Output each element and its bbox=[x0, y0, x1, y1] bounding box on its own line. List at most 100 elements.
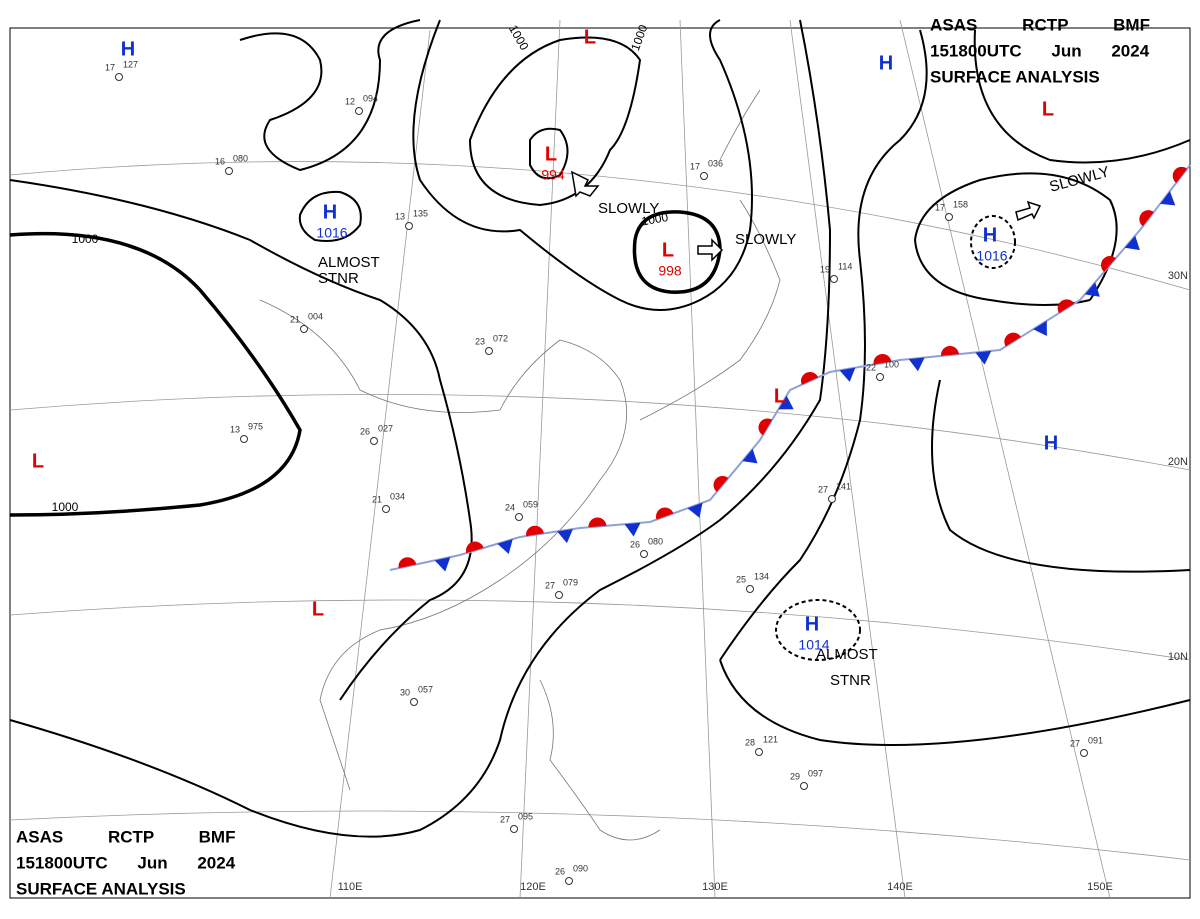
latitude-label: 20N bbox=[1168, 456, 1188, 468]
station-pressure: 975 bbox=[248, 421, 263, 431]
cold-front-barb bbox=[1084, 282, 1100, 297]
annotation: STNR bbox=[830, 672, 871, 689]
station-marker bbox=[115, 73, 123, 81]
station-temp: 21 bbox=[372, 494, 382, 504]
stationary-front bbox=[389, 164, 1191, 571]
pressure-center-symbol: L bbox=[774, 385, 786, 407]
station-temp: 19 bbox=[820, 264, 830, 274]
station-marker bbox=[800, 782, 808, 790]
cold-front-barb bbox=[1033, 320, 1047, 337]
pressure-center-symbol: H bbox=[1044, 432, 1058, 454]
station-pressure: 141 bbox=[836, 481, 851, 491]
station-temp: 26 bbox=[360, 426, 370, 436]
pressure-center-symbol: H bbox=[805, 613, 819, 635]
annotation: ALMOST bbox=[816, 646, 878, 663]
pressure-center-symbol: H bbox=[983, 224, 997, 246]
station-temp: 17 bbox=[690, 161, 700, 171]
pressure-center-symbol: L bbox=[662, 239, 674, 261]
cold-front-barb bbox=[497, 539, 513, 554]
station-pressure: 100 bbox=[884, 359, 899, 369]
pressure-center-symbol: H bbox=[323, 201, 337, 223]
coastlines bbox=[259, 89, 781, 841]
station-pressure: 134 bbox=[754, 571, 769, 581]
station-pressure: 094 bbox=[363, 93, 378, 103]
isobar-label: 1000 bbox=[52, 500, 79, 514]
warm-front-bump bbox=[1004, 332, 1021, 347]
station-pressure: 004 bbox=[308, 311, 323, 321]
station-marker bbox=[370, 437, 378, 445]
station-temp: 13 bbox=[230, 424, 240, 434]
station-marker bbox=[830, 275, 838, 283]
station-temp: 28 bbox=[745, 737, 755, 747]
warm-front-bump bbox=[713, 476, 729, 492]
station-temp: 12 bbox=[345, 96, 355, 106]
isobar-label: 1000 bbox=[72, 232, 99, 246]
station-pressure: 079 bbox=[563, 577, 578, 587]
header-line: SURFACE ANALYSIS bbox=[16, 879, 186, 898]
motion-arrows bbox=[571, 170, 1042, 262]
warm-front-bump bbox=[588, 517, 607, 528]
cold-front-barb bbox=[908, 357, 925, 372]
station-temp: 17 bbox=[105, 62, 115, 72]
map-frame bbox=[9, 27, 1191, 899]
warm-front-bump bbox=[398, 557, 417, 569]
station-marker bbox=[640, 550, 648, 558]
longitude-label: 110E bbox=[338, 881, 363, 893]
cold-front-barb bbox=[557, 529, 573, 544]
pressure-center-value: 1016 bbox=[316, 225, 347, 241]
header-line: SURFACE ANALYSIS bbox=[930, 67, 1100, 86]
station-temp: 27 bbox=[545, 580, 555, 590]
pressure-center-symbol: L bbox=[584, 26, 596, 48]
station-marker bbox=[405, 222, 413, 230]
annotation: SLOWLY bbox=[735, 231, 796, 248]
warm-front-bump bbox=[1172, 166, 1188, 183]
station-temp: 27 bbox=[500, 814, 510, 824]
station-marker bbox=[510, 825, 518, 833]
station-marker bbox=[876, 373, 884, 381]
annotation: SLOWLY bbox=[598, 200, 659, 217]
pressure-center-symbol: H bbox=[879, 52, 893, 74]
station-marker bbox=[746, 585, 754, 593]
station-pressure: 135 bbox=[413, 208, 428, 218]
station-temp: 27 bbox=[818, 484, 828, 494]
station-temp: 22 bbox=[866, 362, 876, 372]
station-pressure: 072 bbox=[493, 333, 508, 343]
station-marker bbox=[945, 213, 953, 221]
warm-front-bump bbox=[1101, 256, 1116, 272]
pressure-center-symbol: H bbox=[121, 38, 135, 60]
station-marker bbox=[555, 591, 563, 599]
station-temp: 26 bbox=[630, 539, 640, 549]
station-pressure: 095 bbox=[518, 811, 533, 821]
cold-front-barb bbox=[839, 367, 856, 382]
cold-front-barb bbox=[778, 395, 794, 410]
station-temp: 26 bbox=[555, 866, 565, 876]
cold-front-barb bbox=[1160, 191, 1176, 206]
cold-front-barb bbox=[434, 557, 451, 572]
warm-front-bump bbox=[941, 346, 959, 356]
station-temp: 24 bbox=[505, 502, 515, 512]
pressure-center-symbol: L bbox=[1042, 98, 1054, 120]
station-pressure: 059 bbox=[523, 499, 538, 509]
station-marker bbox=[1080, 749, 1088, 757]
cold-front-barb bbox=[742, 448, 758, 464]
header-line: 151800UTC Jun 2024 bbox=[16, 853, 236, 872]
graticule bbox=[9, 19, 1191, 899]
header-line: ASAS RCTP BMF bbox=[930, 15, 1150, 34]
station-temp: 13 bbox=[395, 211, 405, 221]
station-pressure: 080 bbox=[233, 153, 248, 163]
annotation: ALMOST bbox=[318, 254, 380, 271]
pressure-center-value: 1014 bbox=[798, 637, 829, 653]
station-marker bbox=[410, 698, 418, 706]
header-line: 151800UTC Jun 2024 bbox=[930, 41, 1150, 60]
station-temp: 30 bbox=[400, 687, 410, 697]
warm-front-bump bbox=[801, 372, 819, 385]
warm-front-bump bbox=[466, 541, 484, 554]
station-pressure: 114 bbox=[838, 261, 852, 271]
latitude-label: 10N bbox=[1168, 651, 1188, 663]
station-temp: 29 bbox=[790, 771, 800, 781]
station-marker bbox=[565, 877, 573, 885]
longitude-label: 130E bbox=[702, 881, 728, 893]
station-pressure: 091 bbox=[1088, 735, 1103, 745]
warm-front-bump bbox=[526, 525, 544, 537]
